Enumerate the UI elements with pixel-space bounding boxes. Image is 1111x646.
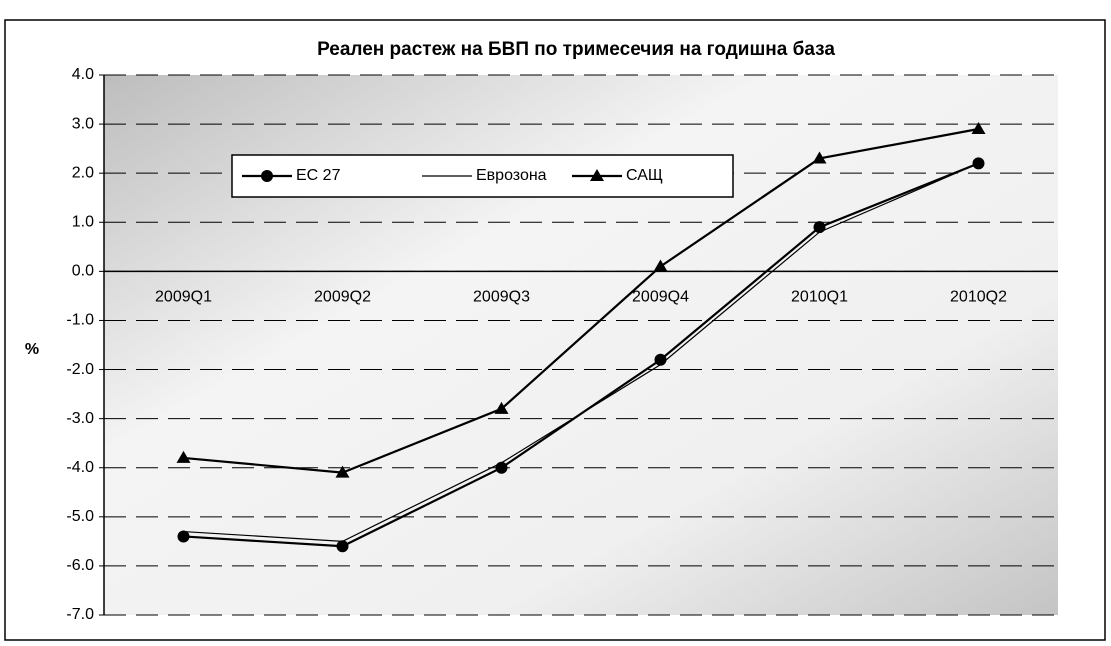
point [176,450,191,463]
x-tick-label: 2009Q1 [155,289,212,306]
legend-box [231,154,734,198]
x-tick-label: 2010Q1 [791,289,848,306]
y-tick-label: -5.0 [66,508,94,525]
y-tick-label: -4.0 [66,459,94,476]
legend-label: ЕС 27 [296,167,341,184]
y-tick-label: 2.0 [72,164,94,181]
point [336,540,349,553]
point [812,151,827,164]
series-line [183,162,979,542]
y-tick-label: 1.0 [72,213,94,230]
point [971,122,986,134]
legend-label: САЩ [626,167,663,184]
point [335,465,350,478]
y-tick-label: 0.0 [72,263,94,280]
y-tick-label: -3.0 [66,410,94,427]
legend-label: Еврозона [476,167,547,184]
x-tick-label: 2009Q4 [632,289,689,306]
point [495,461,508,474]
point [813,221,826,234]
chart-title: Реален растеж на БВП по тримесечия на го… [317,39,835,60]
y-tick-label: -7.0 [66,606,94,623]
point [177,530,190,543]
x-tick-label: 2010Q2 [950,289,1007,306]
y-tick-label: 3.0 [72,115,94,132]
point [494,401,509,414]
y-axis-label: % [25,341,39,358]
series-line [183,127,979,474]
y-tick-label: -2.0 [66,361,94,378]
point [653,259,668,272]
x-tick-label: 2009Q2 [314,289,371,306]
legend-marker [261,170,273,182]
legend-marker [590,169,604,181]
y-tick-label: -6.0 [66,557,94,574]
x-tick-label: 2009Q3 [473,289,530,306]
y-tick-label: 4.0 [72,66,94,83]
y-tick-label: -1.0 [66,312,94,329]
